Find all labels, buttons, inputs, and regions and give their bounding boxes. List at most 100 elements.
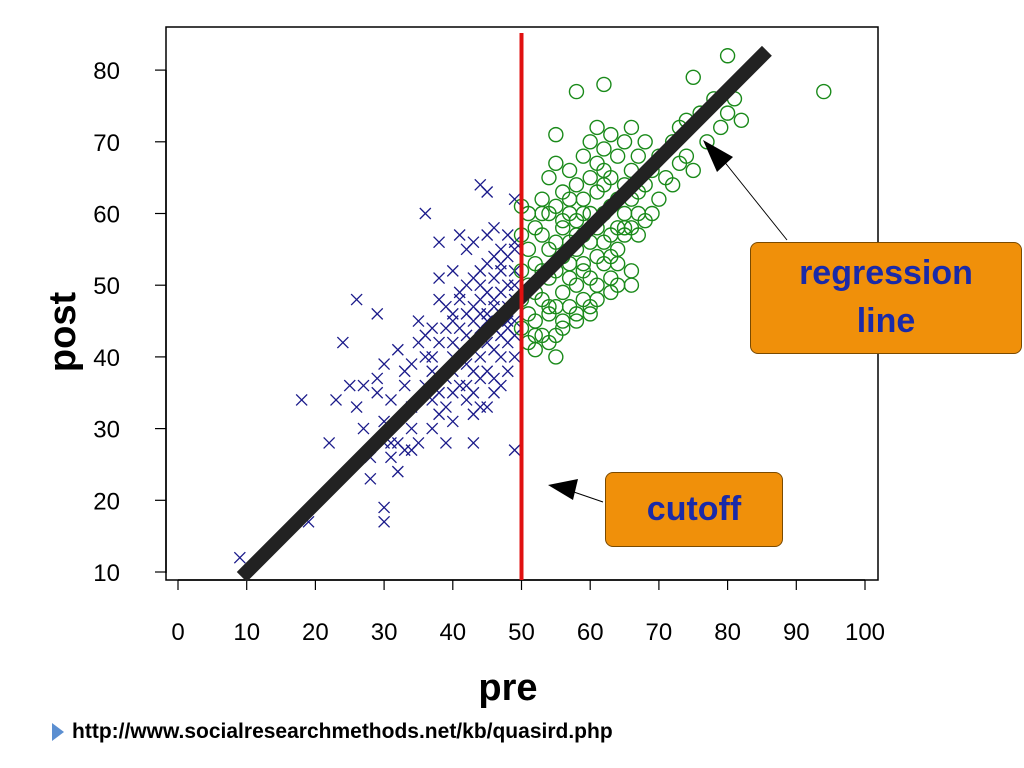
x-marker-point — [371, 372, 384, 385]
x-marker-stroke — [336, 336, 349, 349]
y-tick-label: 70 — [93, 130, 120, 157]
bullet-arrow-icon — [52, 723, 64, 741]
x-marker-stroke — [378, 515, 391, 528]
o-marker-point — [609, 148, 626, 164]
overlay-lines — [236, 33, 772, 582]
x-marker-point — [385, 451, 397, 464]
x-marker-point — [508, 444, 521, 457]
x-marker-stroke — [446, 315, 459, 328]
cutoff-callout: cutoff — [605, 472, 783, 547]
x-tick-label: 70 — [646, 619, 673, 646]
y-tick-label: 50 — [93, 273, 120, 300]
source-url[interactable]: http://www.socialresearchmethods.net/kb/… — [72, 720, 613, 743]
o-marker-point — [651, 191, 667, 207]
o-marker-point — [527, 327, 543, 344]
x-marker-point — [350, 293, 363, 306]
x-marker-point — [419, 207, 432, 220]
x-marker-point — [385, 393, 397, 406]
o-marker-point — [548, 155, 564, 172]
x-marker-point — [446, 264, 459, 277]
x-marker-stroke — [330, 393, 342, 406]
o-marker-point — [541, 169, 557, 186]
o-marker-point — [623, 277, 640, 293]
x-marker-point — [412, 315, 425, 328]
x-marker-stroke — [323, 436, 336, 449]
o-marker-point — [575, 191, 592, 207]
o-marker-point — [678, 148, 695, 164]
x-marker-point — [426, 322, 439, 335]
x-marker-stroke — [508, 315, 521, 328]
x-tick-label: 80 — [714, 619, 741, 646]
x-marker-stroke — [439, 436, 452, 449]
x-marker-point — [405, 422, 418, 435]
o-marker-point — [685, 162, 701, 179]
x-marker-stroke — [405, 444, 418, 457]
x-tick-label: 60 — [577, 619, 604, 646]
x-marker-stroke — [467, 386, 480, 399]
y-tick-label: 30 — [93, 417, 120, 444]
x-marker-point — [433, 272, 446, 284]
x-tick-label: 100 — [845, 619, 885, 646]
o-marker-point — [603, 284, 619, 301]
x-marker-stroke — [488, 372, 500, 385]
x-marker-stroke — [371, 386, 384, 399]
x-marker-point — [508, 279, 521, 292]
o-marker-point — [548, 349, 564, 365]
x-marker-point — [378, 501, 391, 514]
x-marker-point — [453, 229, 466, 241]
y-tick-label: 60 — [93, 202, 120, 229]
x-marker-point — [433, 336, 446, 349]
o-marker-point — [623, 263, 640, 279]
o-marker-point — [637, 134, 653, 150]
o-marker-point — [555, 220, 571, 236]
x-marker-point — [295, 393, 308, 406]
x-marker-point — [446, 415, 459, 428]
o-marker-point — [589, 291, 605, 308]
o-marker-point — [575, 205, 592, 222]
x-marker-stroke — [433, 236, 446, 249]
o-marker-point — [630, 227, 646, 243]
o-marker-point — [575, 148, 592, 164]
x-marker-stroke — [398, 379, 411, 392]
y-tick-label: 10 — [93, 560, 120, 587]
o-marker-point — [541, 299, 557, 315]
x-marker-point — [508, 193, 521, 206]
x-marker-stroke — [481, 286, 494, 299]
x-marker-point — [378, 515, 391, 528]
regression-line — [236, 45, 772, 582]
x-marker-point — [378, 358, 391, 371]
x-marker-stroke — [453, 293, 466, 306]
x-marker-stroke — [357, 379, 370, 392]
o-marker-point — [603, 126, 619, 143]
x-marker-point — [433, 408, 446, 421]
x-marker-stroke — [467, 365, 480, 378]
o-marker-point — [630, 148, 646, 164]
x-marker-stroke — [446, 264, 459, 277]
x-marker-point — [350, 401, 363, 414]
x-marker-stroke — [460, 329, 473, 342]
x-marker-point — [508, 329, 521, 342]
x-marker-point — [323, 436, 336, 449]
o-marker-point — [596, 141, 612, 157]
y-tick-label: 80 — [93, 58, 120, 85]
regression-arrow-line — [722, 159, 788, 241]
x-marker-stroke — [405, 422, 418, 435]
x-marker-stroke — [446, 336, 459, 349]
x-marker-stroke — [371, 372, 384, 385]
x-marker-stroke — [391, 343, 404, 356]
x-marker-stroke — [385, 393, 397, 406]
x-marker-stroke — [508, 329, 521, 342]
y-axis-title: post — [42, 292, 84, 373]
x-marker-point — [453, 293, 466, 306]
o-marker-point — [568, 177, 585, 193]
x-marker-stroke — [488, 343, 500, 356]
x-marker-stroke — [433, 408, 446, 421]
x-marker-stroke — [350, 293, 363, 306]
x-marker-point — [501, 365, 514, 378]
x-marker-stroke — [433, 272, 446, 284]
x-marker-stroke — [446, 415, 459, 428]
x-tick-label: 50 — [508, 619, 535, 646]
o-marker-point — [561, 162, 578, 179]
o-marker-point — [582, 169, 598, 186]
x-marker-stroke — [481, 336, 494, 349]
